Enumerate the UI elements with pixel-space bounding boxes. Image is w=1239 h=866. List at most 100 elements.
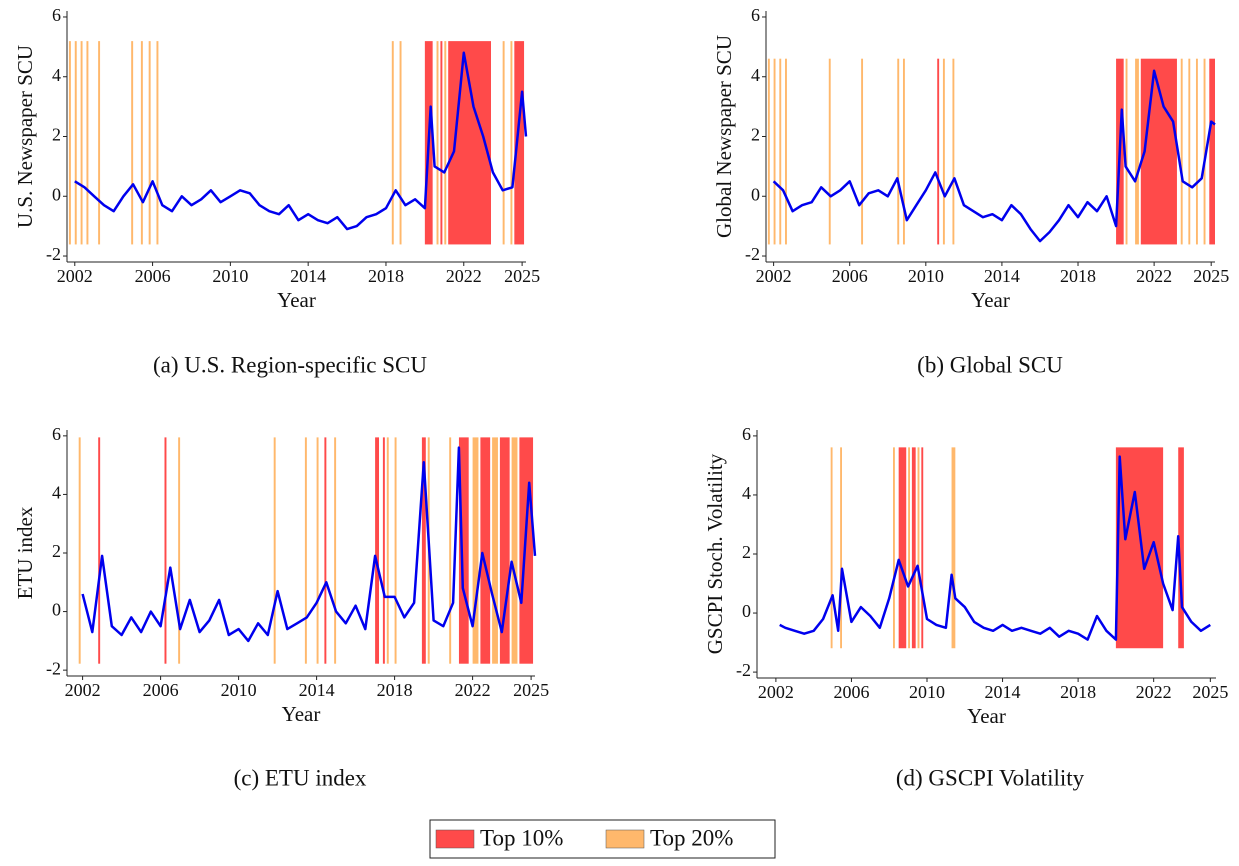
- x-axis-label: Year: [967, 704, 1006, 728]
- band: [334, 437, 337, 664]
- caption: (a) U.S. Region-specific SCU: [153, 352, 427, 377]
- x-tick-label: 2014: [290, 266, 326, 286]
- band: [937, 58, 940, 245]
- x-tick-label: 2022: [1136, 266, 1172, 286]
- band: [840, 447, 842, 649]
- band: [382, 437, 385, 664]
- band: [830, 447, 833, 649]
- caption: (b) Global SCU: [917, 352, 1063, 377]
- band: [773, 58, 776, 245]
- y-tick-label: 6: [751, 5, 760, 25]
- x-tick-label: 2002: [758, 682, 794, 702]
- panel: -2 0 2 4 6 2002 2006 2010 2014 2018 2022 2025 Year ET…: [13, 424, 549, 790]
- legend-label: Top 10%: [480, 825, 563, 850]
- panel: -2 0 2 4 6 2002 2006 2010 2014 2018 2022 2025 Year U.…: [13, 5, 540, 377]
- band: [421, 437, 426, 664]
- y-tick-label: 0: [52, 184, 61, 204]
- band: [898, 447, 907, 649]
- band: [164, 437, 167, 664]
- y-tick-label: 2: [52, 125, 61, 145]
- band: [156, 41, 159, 245]
- x-axis-label: Year: [277, 288, 316, 312]
- x-tick-label: 2022: [446, 266, 482, 286]
- caption: (c) ETU index: [234, 765, 367, 790]
- band: [273, 437, 276, 664]
- band: [140, 41, 143, 245]
- series-line: [81, 446, 537, 643]
- band: [1203, 58, 1206, 245]
- x-tick-label: 2025: [513, 680, 549, 700]
- band: [921, 447, 924, 649]
- band: [304, 437, 307, 664]
- band: [74, 41, 77, 245]
- y-tick-label: 0: [751, 184, 760, 204]
- band: [1125, 58, 1128, 245]
- x-tick-label: 2006: [135, 266, 171, 286]
- band: [951, 447, 956, 649]
- band: [436, 41, 439, 245]
- x-tick-label: 2006: [832, 266, 868, 286]
- band: [519, 437, 534, 664]
- band: [785, 58, 787, 245]
- band: [942, 58, 945, 245]
- y-tick-label: 4: [52, 483, 61, 503]
- x-axis-label: Year: [282, 702, 321, 726]
- band: [98, 437, 101, 664]
- band: [78, 437, 81, 664]
- band: [178, 437, 181, 664]
- x-axis-label: Year: [971, 288, 1010, 312]
- x-tick-label: 2006: [833, 682, 869, 702]
- band: [440, 41, 443, 245]
- x-tick-label: 2014: [299, 680, 335, 700]
- band: [897, 58, 900, 245]
- x-tick-label: 2018: [1060, 682, 1096, 702]
- band: [1209, 58, 1215, 245]
- band: [324, 437, 327, 664]
- x-tick-label: 2010: [908, 266, 944, 286]
- y-tick-label: 6: [52, 5, 61, 25]
- band: [86, 41, 89, 245]
- legend-frame: [429, 819, 776, 859]
- y-tick-label: 4: [52, 65, 61, 85]
- band: [391, 41, 394, 245]
- y-tick-label: 2: [52, 541, 61, 561]
- band: [68, 41, 71, 245]
- y-tick-label: 6: [742, 424, 751, 444]
- y-tick-label: 4: [751, 65, 760, 85]
- band: [510, 41, 513, 245]
- band: [1188, 58, 1191, 245]
- x-tick-label: 2022: [1136, 682, 1172, 702]
- series-line: [772, 69, 1216, 243]
- y-tick-label: -2: [46, 244, 61, 264]
- x-tick-label: 2022: [455, 680, 491, 700]
- band: [386, 437, 389, 664]
- x-tick-label: 2010: [212, 266, 248, 286]
- band: [1135, 58, 1139, 245]
- band: [80, 41, 83, 245]
- series-line: [779, 455, 1211, 641]
- band: [893, 447, 895, 649]
- x-tick-label: 2014: [985, 682, 1021, 702]
- band: [902, 58, 905, 245]
- band: [399, 41, 402, 245]
- x-tick-label: 2018: [377, 680, 413, 700]
- x-tick-label: 2018: [368, 266, 404, 286]
- band: [458, 437, 469, 664]
- y-tick-label: 2: [751, 125, 760, 145]
- x-tick-label: 2006: [143, 680, 179, 700]
- y-tick-label: 2: [742, 542, 751, 562]
- x-tick-label: 2010: [221, 680, 257, 700]
- band: [502, 41, 505, 245]
- x-tick-label: 2010: [909, 682, 945, 702]
- band: [499, 437, 510, 664]
- x-tick-label: 2025: [1193, 266, 1229, 286]
- band: [514, 41, 525, 245]
- band: [480, 437, 491, 664]
- y-tick-label: -2: [736, 660, 751, 680]
- band: [861, 58, 864, 245]
- panel: -2 0 2 4 6 2002 2006 2010 2014 2018 2022 2025 Year Gl…: [712, 5, 1229, 377]
- x-tick-label: 2025: [504, 266, 540, 286]
- band: [375, 437, 379, 664]
- legend: Top 10% Top 20%: [429, 819, 776, 859]
- band: [98, 41, 101, 245]
